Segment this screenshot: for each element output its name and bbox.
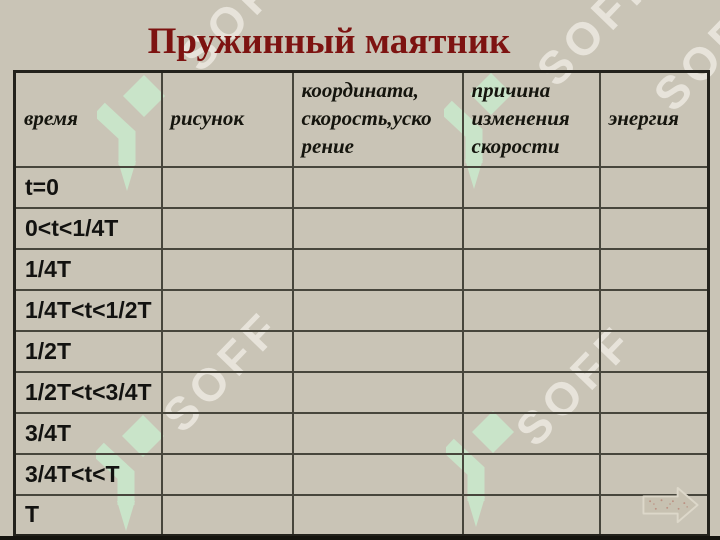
table-cell-empty (598, 370, 710, 414)
table-cell-empty (160, 247, 294, 291)
table-cell-empty (598, 247, 710, 291)
table-row: T (13, 493, 710, 537)
table-row: 3/4T<t<T (13, 452, 710, 496)
table-cell-empty (461, 493, 601, 537)
row-label: t=0 (13, 165, 163, 209)
header-picture: рисунок (160, 70, 294, 168)
row-label: 1/4T (13, 247, 163, 291)
table-row: 1/4T<t<1/2T (13, 288, 710, 332)
table-cell-empty (291, 370, 464, 414)
table-row: 3/4T (13, 411, 710, 455)
table-cell-empty (160, 165, 294, 209)
row-label: 0<t<1/4T (13, 206, 163, 250)
table-cell-empty (598, 452, 710, 496)
table-cell-empty (461, 370, 601, 414)
table-cell-empty (160, 370, 294, 414)
header-energy: энергия (598, 70, 710, 168)
header-coordinate-speed-acceleration: координата, скорость,уско рение (291, 70, 464, 168)
table-row: 0<t<1/4T (13, 206, 710, 250)
table-cell-empty (160, 411, 294, 455)
header-time: время (13, 70, 163, 168)
table-cell-empty (598, 329, 710, 373)
row-label: 1/2T (13, 329, 163, 373)
slide-bottom-border (0, 536, 720, 540)
table-cell-empty (461, 288, 601, 332)
table-cell-empty (598, 206, 710, 250)
page-title: Пружинный маятник (147, 21, 511, 62)
spring-pendulum-table: время рисунок координата, скорость,уско … (13, 70, 710, 537)
table-cell-empty (291, 329, 464, 373)
row-label: T (13, 493, 163, 537)
table-cell-empty (598, 411, 710, 455)
table-cell-empty (291, 452, 464, 496)
table-cell-empty (160, 288, 294, 332)
table-cell-empty (291, 411, 464, 455)
arrow-right-icon (642, 486, 699, 524)
table-row: 1/4T (13, 247, 710, 291)
header-row: время рисунок координата, скорость,уско … (13, 70, 710, 168)
table-cell-empty (291, 247, 464, 291)
table-row: 1/2T<t<3/4T (13, 370, 710, 414)
table-cell-empty (291, 165, 464, 209)
table-cell-empty (598, 288, 710, 332)
table-cell-empty (160, 493, 294, 537)
table-cell-empty (461, 411, 601, 455)
row-label: 1/2T<t<3/4T (13, 370, 163, 414)
table-cell-empty (291, 206, 464, 250)
row-label: 3/4T<t<T (13, 452, 163, 496)
table-cell-empty (160, 452, 294, 496)
table-cell-empty (598, 165, 710, 209)
table-row: 1/2T (13, 329, 710, 373)
table-cell-empty (461, 206, 601, 250)
table-cell-empty (461, 247, 601, 291)
table-cell-empty (461, 452, 601, 496)
table-cell-empty (461, 329, 601, 373)
table-cell-empty (291, 493, 464, 537)
next-slide-arrow[interactable] (641, 486, 701, 524)
table-row: t=0 (13, 165, 710, 209)
row-label: 3/4T (13, 411, 163, 455)
table-cell-empty (160, 206, 294, 250)
table-cell-empty (160, 329, 294, 373)
table-cell-empty (461, 165, 601, 209)
header-speed-change-reason: причина изменения скорости (461, 70, 601, 168)
table-cell-empty (291, 288, 464, 332)
row-label: 1/4T<t<1/2T (13, 288, 163, 332)
